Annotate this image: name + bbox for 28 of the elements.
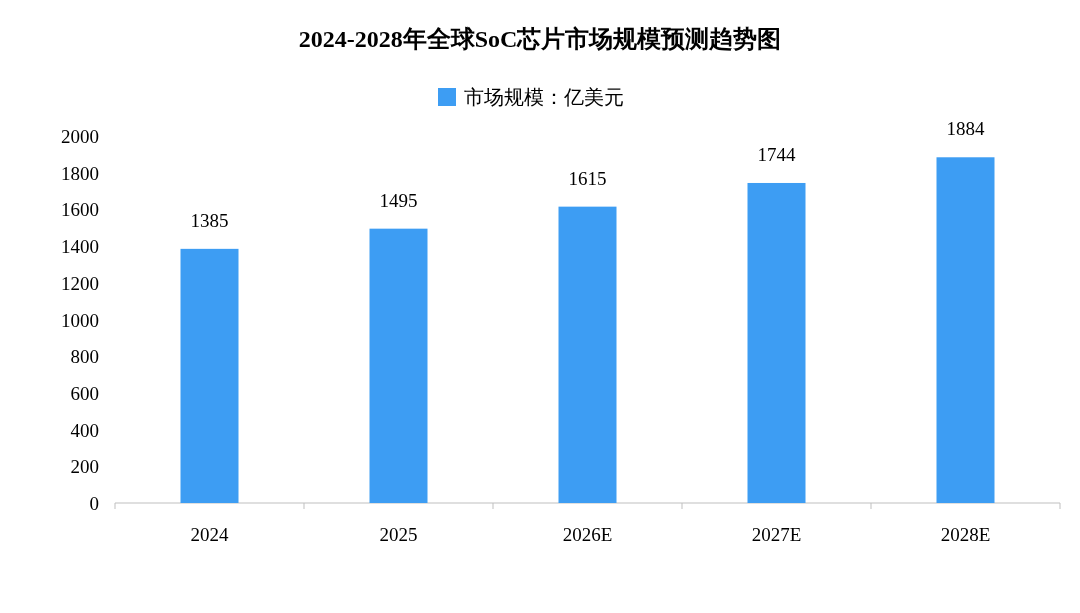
bar [747,182,806,503]
data-label: 1884 [946,118,985,140]
y-tick-label: 200 [70,456,99,478]
data-label: 1744 [757,143,796,165]
bar [180,248,239,503]
x-tick-label: 2025 [379,524,418,545]
y-tick-label: 1400 [61,236,99,258]
data-label: 1615 [568,167,607,189]
data-label: 1495 [379,189,418,211]
data-label: 1385 [190,209,229,231]
chart-title: 2024-2028年全球SoC芯片市场规模预测趋势图 [298,26,782,52]
y-tick-label: 800 [70,346,99,368]
bar [936,157,995,503]
y-tick-label: 400 [70,419,99,441]
y-tick-label: 1800 [61,162,99,184]
y-tick-label: 1200 [61,272,99,294]
x-tick-label: 2028E [940,524,991,545]
y-tick-label: 0 [89,493,99,514]
bar [369,228,428,503]
x-tick-label: 2027E [751,524,802,545]
y-tick-label: 2000 [61,126,99,147]
y-tick-label: 1000 [61,309,99,331]
bar [558,206,617,503]
y-tick-label: 600 [70,382,99,404]
x-tick-label: 2026E [562,524,613,545]
legend-label: 市场规模：亿美元 [464,86,624,108]
y-tick-label: 1600 [61,199,99,221]
x-tick-label: 2024 [190,524,229,545]
